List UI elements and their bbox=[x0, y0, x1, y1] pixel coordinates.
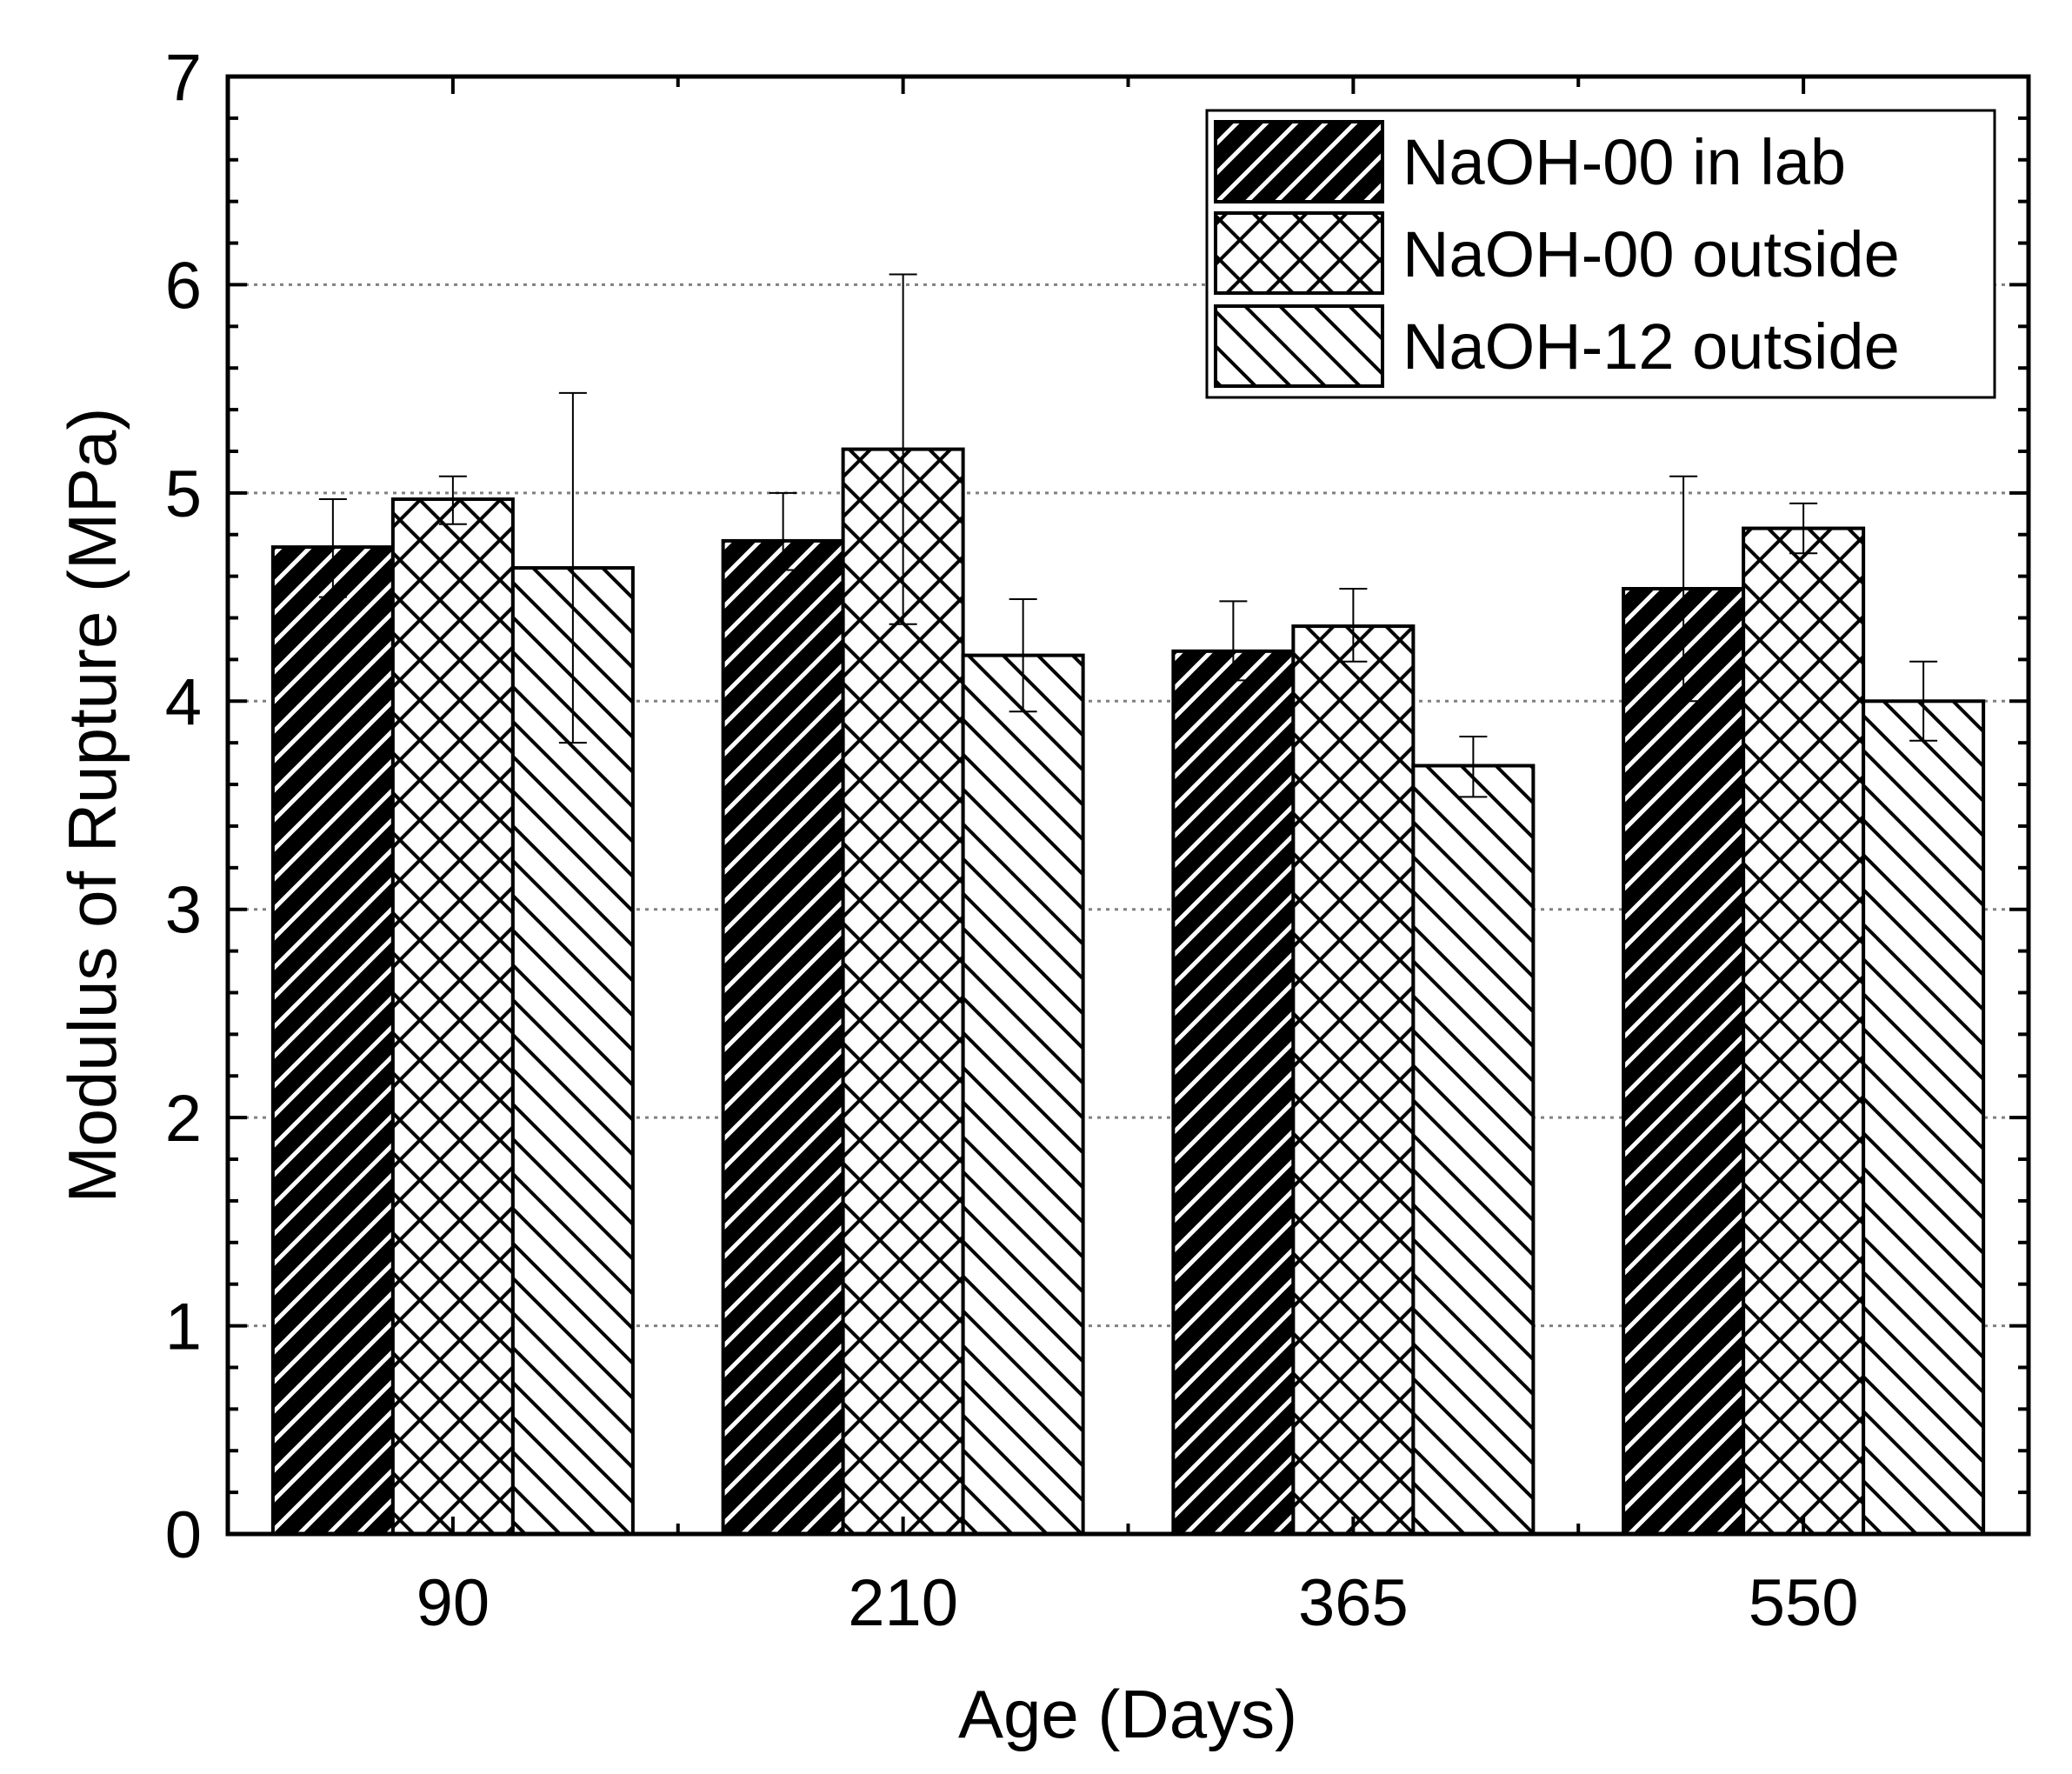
y-tick-label: 5 bbox=[165, 457, 202, 531]
error-bar bbox=[889, 273, 917, 625]
bar-naoh-12-outside-210 bbox=[961, 653, 1085, 1536]
x-tick-label: 550 bbox=[1749, 1566, 1859, 1640]
legend-label-1: NaOH-00 outside bbox=[1402, 218, 1900, 290]
bar-naoh-00-in-lab-90 bbox=[270, 545, 395, 1537]
bar-naoh-00-outside-210 bbox=[841, 447, 965, 1536]
x-tick-labels: 90 210 365 550 bbox=[416, 1566, 1859, 1640]
y-axis-title: Modulus of Rupture (MPa) bbox=[54, 408, 130, 1204]
y-tick-label: 7 bbox=[165, 41, 202, 115]
error-bar bbox=[1009, 597, 1037, 713]
error-bar bbox=[1789, 502, 1818, 555]
error-bar bbox=[1909, 660, 1938, 742]
legend-swatch-2 bbox=[1214, 304, 1384, 388]
bar-naoh-00-outside-365 bbox=[1291, 624, 1416, 1536]
y-tick-label: 6 bbox=[165, 249, 202, 323]
y-tick-labels: 0 1 2 3 4 5 6 7 bbox=[165, 41, 202, 1572]
error-bar bbox=[558, 391, 587, 744]
bar-naoh-00-in-lab-365 bbox=[1171, 649, 1296, 1536]
y-tick-label: 4 bbox=[165, 665, 202, 739]
legend-label-2: NaOH-12 outside bbox=[1402, 310, 1900, 383]
error-bar bbox=[1669, 475, 1698, 703]
error-bar bbox=[438, 475, 467, 525]
error-bar bbox=[318, 498, 347, 598]
x-tick-label: 365 bbox=[1298, 1566, 1409, 1640]
legend-label-0: NaOH-00 in lab bbox=[1402, 126, 1846, 198]
error-bar bbox=[1339, 587, 1368, 663]
x-tick-label: 210 bbox=[848, 1566, 958, 1640]
x-tick-label: 90 bbox=[416, 1566, 490, 1640]
error-bar bbox=[1459, 735, 1488, 798]
y-tick-label: 1 bbox=[165, 1290, 202, 1364]
bar-naoh-00-outside-90 bbox=[390, 497, 515, 1536]
error-bar bbox=[1219, 600, 1248, 682]
legend-swatch-0 bbox=[1214, 120, 1384, 203]
legend-entry-0: NaOH-00 in lab bbox=[1214, 120, 1846, 203]
error-bar bbox=[769, 491, 797, 571]
error-bars bbox=[318, 273, 1938, 798]
legend-entry-1: NaOH-00 outside bbox=[1214, 211, 1900, 295]
bar-naoh-12-outside-365 bbox=[1411, 764, 1536, 1536]
y-tick-label: 0 bbox=[165, 1498, 202, 1572]
bars bbox=[270, 447, 1986, 1537]
bar-naoh-00-in-lab-210 bbox=[721, 538, 845, 1537]
bar-naoh-00-in-lab-550 bbox=[1622, 586, 1746, 1536]
y-tick-label: 2 bbox=[165, 1082, 202, 1156]
bar-naoh-12-outside-550 bbox=[1862, 699, 1986, 1536]
x-axis-title: Age (Days) bbox=[958, 1676, 1297, 1752]
y-tick-label: 3 bbox=[165, 874, 202, 948]
legend-entry-2: NaOH-12 outside bbox=[1214, 304, 1900, 388]
bar-naoh-00-outside-550 bbox=[1742, 526, 1866, 1536]
legend: NaOH-00 in lab NaOH-00 outside NaOH-12 o… bbox=[1205, 109, 1996, 399]
legend-swatch-1 bbox=[1214, 211, 1384, 295]
axis-ticks bbox=[228, 75, 2029, 1536]
